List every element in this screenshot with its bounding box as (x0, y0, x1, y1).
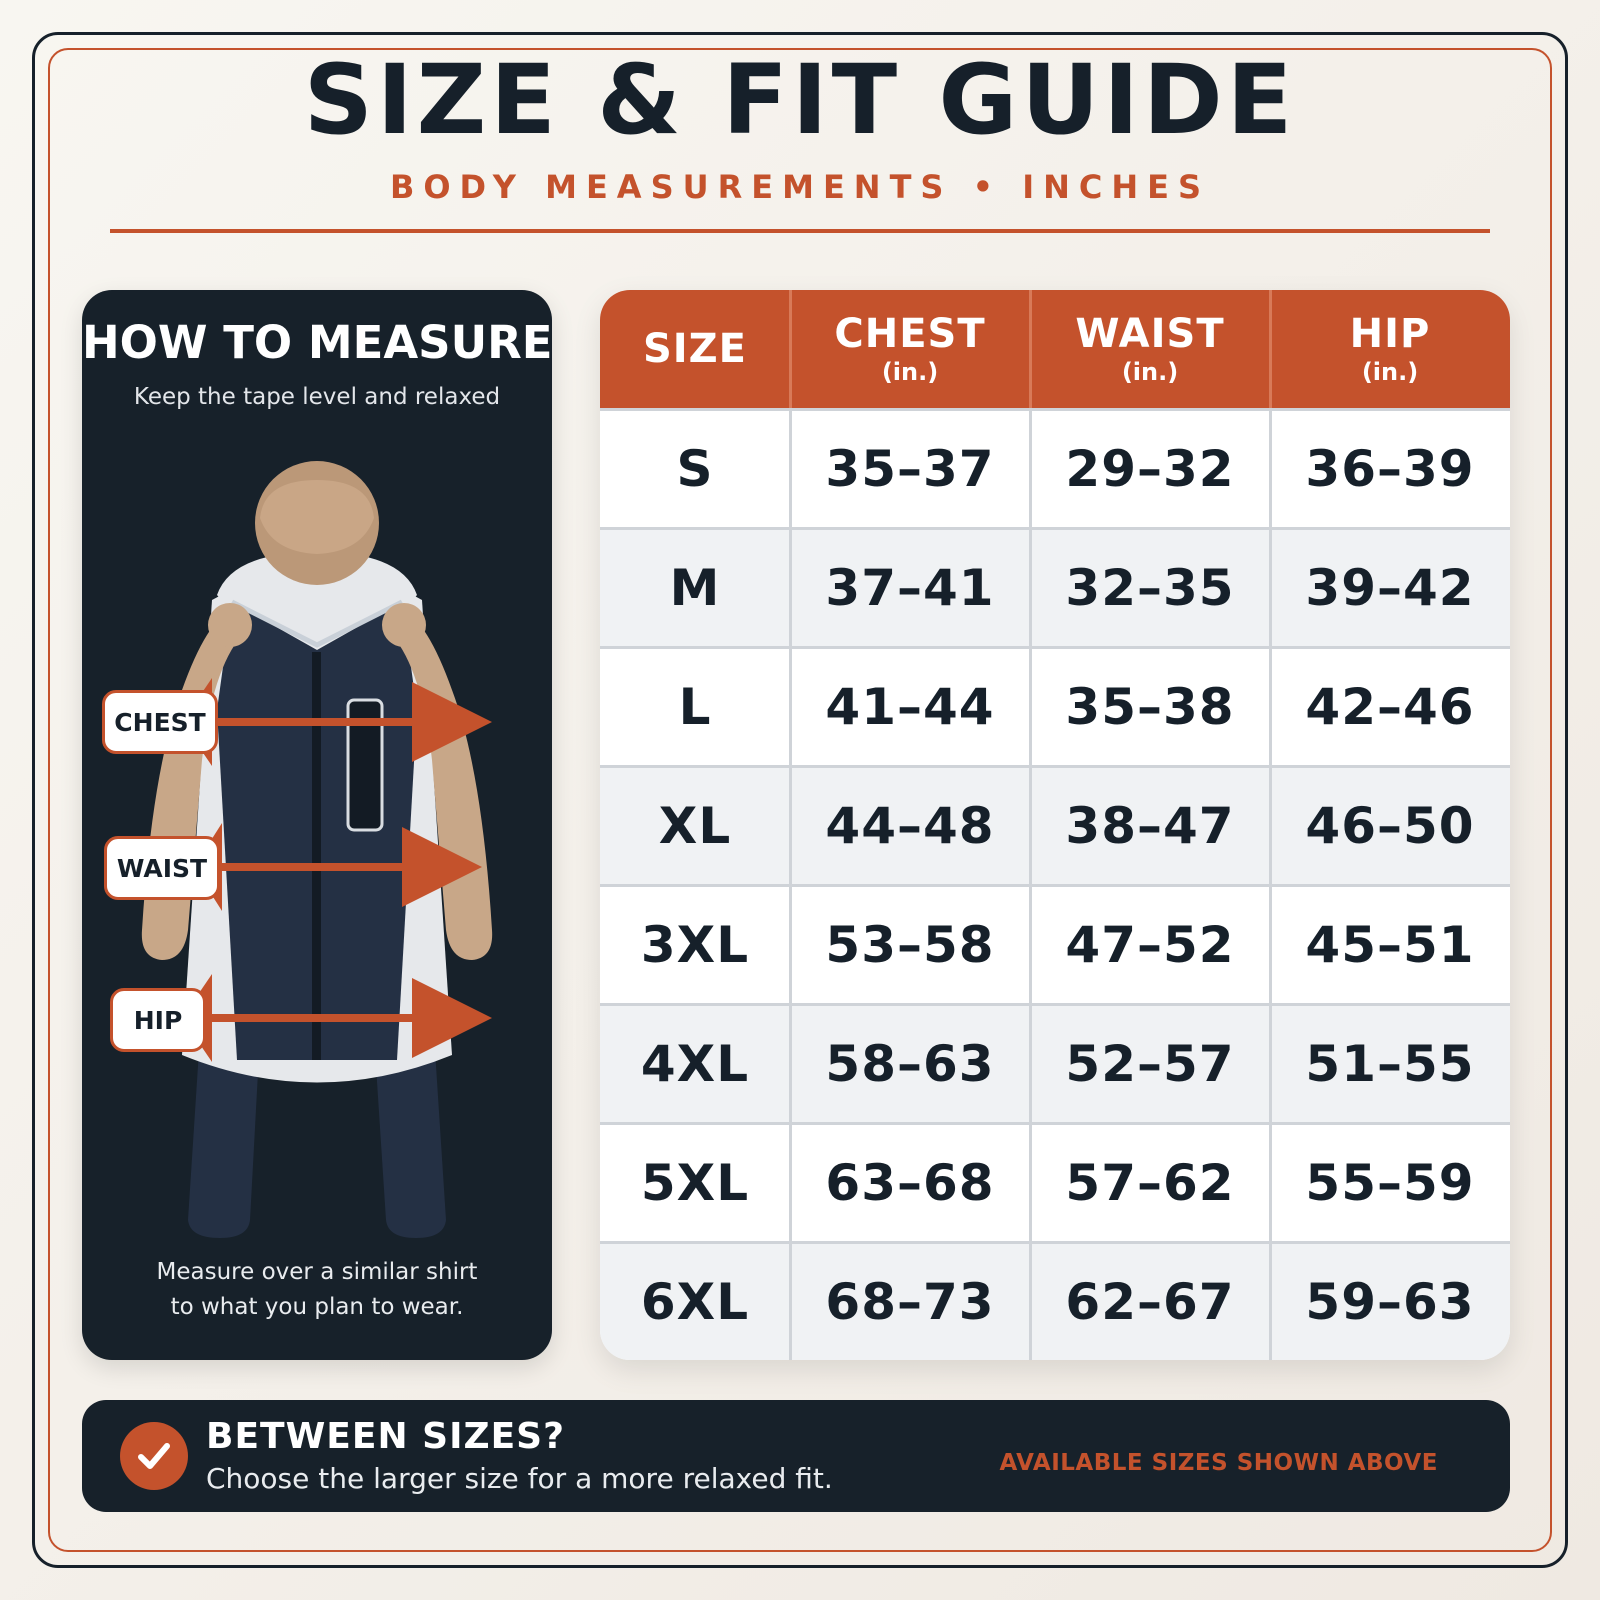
header-chest: CHEST (in.) (790, 290, 1030, 408)
outer-border (32, 32, 1568, 1568)
waist-cell: 47–52 (1065, 916, 1235, 974)
hip-cell: 46–50 (1305, 797, 1475, 855)
measure-note: Measure over a similar shirt to what you… (82, 1255, 552, 1325)
waist-cell: 52–57 (1065, 1035, 1235, 1093)
header-size-label: SIZE (642, 326, 748, 372)
hip-cell: 59–63 (1305, 1273, 1475, 1331)
header-divider (789, 290, 792, 408)
measure-note-line2: to what you plan to wear. (170, 1294, 464, 1320)
size-chart-table: SIZE CHEST (in.) WAIST (in.) HIP (in.) S… (600, 290, 1510, 1360)
how-to-measure-title: HOW TO MEASURE (82, 316, 552, 369)
chest-cell: 41–44 (825, 678, 995, 736)
table-row: 6XL 68–73 62–67 59–63 (600, 1241, 1510, 1360)
page-title: SIZE & FIT GUIDE (303, 44, 1297, 156)
inner-border (48, 48, 1552, 1552)
size-cell: M (669, 559, 721, 617)
header-divider (1269, 290, 1272, 408)
hip-cell: 51–55 (1305, 1035, 1475, 1093)
waist-label: WAIST (104, 836, 220, 900)
measure-note-line1: Measure over a similar shirt (156, 1259, 478, 1285)
page-subtitle: BODY MEASUREMENTS • INCHES (389, 168, 1211, 206)
table-row: 3XL 53–58 47–52 45–51 (600, 884, 1510, 1003)
hip-cell: 39–42 (1305, 559, 1475, 617)
header-hip: HIP (in.) (1270, 290, 1510, 408)
right-leg (374, 1035, 446, 1238)
how-to-measure-panel: HOW TO MEASURE Keep the tape level and r… (82, 290, 552, 1360)
size-cell: 4XL (640, 1035, 750, 1093)
chest-cell: 58–63 (825, 1035, 995, 1093)
chest-cell: 37–41 (825, 559, 995, 617)
vest-left (217, 602, 317, 1060)
header-hip-label: HIP (1349, 311, 1431, 357)
hip-cell: 55–59 (1305, 1154, 1475, 1212)
size-cell: XL (658, 797, 732, 855)
waist-cell: 62–67 (1065, 1273, 1235, 1331)
waist-cell: 57–62 (1065, 1154, 1235, 1212)
table-row: S 35–37 29–32 36–39 (600, 408, 1510, 527)
waist-cell: 38–47 (1065, 797, 1235, 855)
column-divider (1269, 290, 1272, 1360)
waist-cell: 29–32 (1065, 440, 1235, 498)
table-row: 4XL 58–63 52–57 51–55 (600, 1003, 1510, 1122)
header-divider (1029, 290, 1032, 408)
chest-cell: 35–37 (825, 440, 995, 498)
between-sizes-text: Choose the larger size for a more relaxe… (206, 1462, 833, 1495)
size-cell: 3XL (640, 916, 750, 974)
hip-cell: 36–39 (1305, 440, 1475, 498)
column-divider (1029, 290, 1032, 1360)
table-row: M 37–41 32–35 39–42 (600, 527, 1510, 646)
vest-pocket (346, 698, 384, 832)
title-divider (110, 229, 1490, 233)
header-waist: WAIST (in.) (1030, 290, 1270, 408)
size-cell: S (676, 440, 714, 498)
hair (260, 480, 374, 554)
waist-cell: 35–38 (1065, 678, 1235, 736)
size-cell: L (678, 678, 712, 736)
header-hip-unit: (in.) (1361, 358, 1419, 386)
header-chest-label: CHEST (834, 311, 986, 357)
vest-zipper (312, 652, 321, 1060)
table-row: 5XL 63–68 57–62 55–59 (600, 1122, 1510, 1241)
header-waist-unit: (in.) (1121, 358, 1179, 386)
table-header-row: SIZE CHEST (in.) WAIST (in.) HIP (in.) (600, 290, 1510, 408)
hip-label: HIP (110, 988, 206, 1052)
waist-cell: 32–35 (1065, 559, 1235, 617)
chest-cell: 44–48 (825, 797, 995, 855)
how-to-measure-subtitle: Keep the tape level and relaxed (133, 384, 501, 410)
body-figure-illustration (141, 461, 493, 1238)
vest-collar (230, 599, 404, 648)
table-row: L 41–44 35–38 42–46 (600, 646, 1510, 765)
header-waist-label: WAIST (1075, 311, 1225, 357)
between-sizes-banner: BETWEEN SIZES? Choose the larger size fo… (82, 1400, 1510, 1512)
left-leg (188, 1035, 260, 1238)
hip-cell: 42–46 (1305, 678, 1475, 736)
between-sizes-title: BETWEEN SIZES? (206, 1416, 565, 1457)
chest-cell: 63–68 (825, 1154, 995, 1212)
check-icon (120, 1422, 188, 1490)
header-size: SIZE (600, 290, 790, 408)
chest-cell: 53–58 (825, 916, 995, 974)
table-row: XL 44–48 38–47 46–50 (600, 765, 1510, 884)
size-cell: 5XL (640, 1154, 750, 1212)
hip-cell: 45–51 (1305, 916, 1475, 974)
size-cell: 6XL (640, 1273, 750, 1331)
chest-label: CHEST (102, 690, 218, 754)
header-chest-unit: (in.) (881, 358, 939, 386)
column-divider (789, 290, 792, 1360)
chest-cell: 68–73 (825, 1273, 995, 1331)
available-sizes-note: AVAILABLE SIZES SHOWN ABOVE (999, 1450, 1438, 1476)
